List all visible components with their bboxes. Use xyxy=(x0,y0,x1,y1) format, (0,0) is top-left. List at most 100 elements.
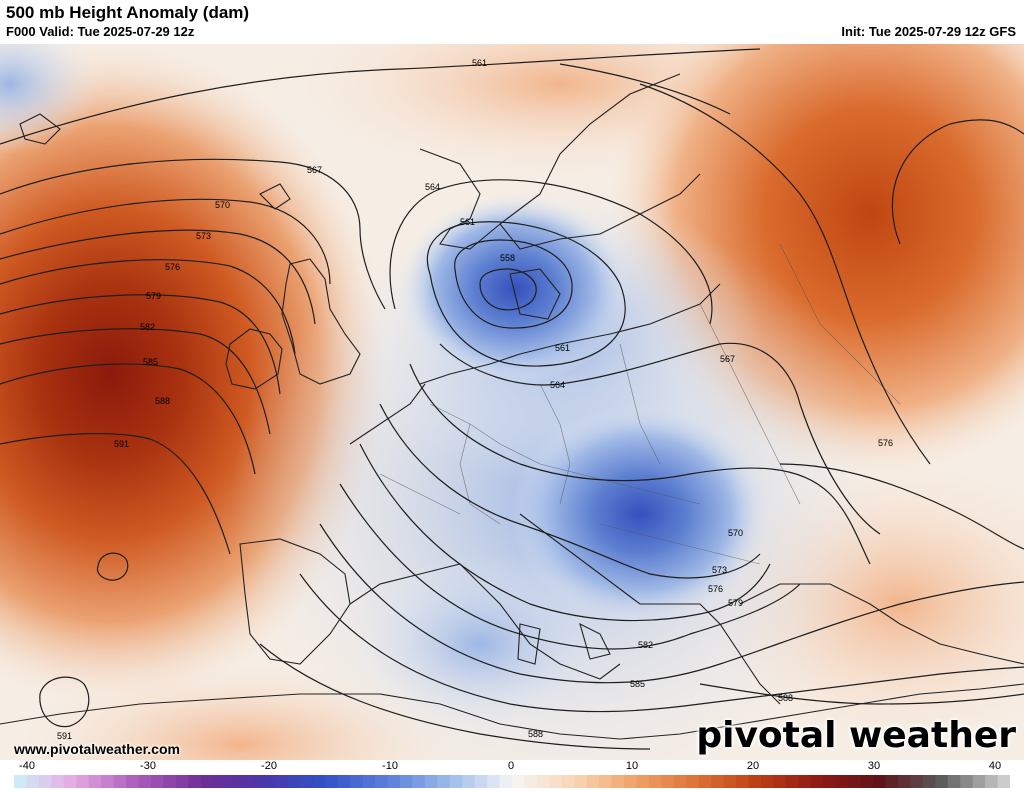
colorbar-cell xyxy=(673,775,687,788)
colorbar-cell xyxy=(997,775,1010,788)
contour-label: 582 xyxy=(140,322,155,332)
contour-label: 564 xyxy=(425,182,440,192)
colorbar-cell xyxy=(586,775,600,788)
colorbar-cell xyxy=(960,775,974,788)
contour-label: 561 xyxy=(460,217,475,227)
colorbar-cell xyxy=(736,775,750,788)
colorbar-cell xyxy=(350,775,364,788)
colorbar-cell xyxy=(138,775,152,788)
colorbar-cell xyxy=(101,775,115,788)
anomaly-map[interactable]: 561 567 570 573 576 579 582 585 588 591 … xyxy=(0,44,1024,760)
colorbar-cell xyxy=(150,775,164,788)
contour-label: 588 xyxy=(778,693,793,703)
colorbar-cell xyxy=(574,775,588,788)
colorbar-cell xyxy=(499,775,513,788)
colorbar-cell xyxy=(362,775,376,788)
contour-label: 573 xyxy=(712,565,727,575)
contour-labels: 561 567 570 573 576 579 582 585 588 591 … xyxy=(57,58,893,741)
colorbar-tick: -30 xyxy=(140,760,156,772)
contour-label: 591 xyxy=(114,439,129,449)
colorbar-cell xyxy=(474,775,488,788)
contour-label: 573 xyxy=(196,231,211,241)
country-borders xyxy=(379,243,901,565)
contour-label: 558 xyxy=(500,253,515,263)
colorbar-cell xyxy=(63,775,77,788)
colorbar-cell xyxy=(935,775,949,788)
colorbar-cell xyxy=(711,775,725,788)
anomaly-shading xyxy=(0,44,1024,760)
colorbar-cell xyxy=(200,775,214,788)
colorbar-cell xyxy=(263,775,277,788)
colorbar-cell xyxy=(275,775,289,788)
colorbar-ticks: -40 -30 -20 -10 0 10 20 30 40 xyxy=(0,760,1024,774)
pivotal-weather-logo: pivotal weather xyxy=(696,715,1016,756)
colorbar-cell xyxy=(113,775,127,788)
colorbar-cell xyxy=(599,775,613,788)
colorbar-cell xyxy=(922,775,936,788)
colorbar-cell xyxy=(213,775,227,788)
contour-label: 579 xyxy=(146,291,161,301)
colorbar-cell xyxy=(686,775,700,788)
colorbar-cell xyxy=(748,775,762,788)
contour-label: 570 xyxy=(728,528,743,538)
contour-label: 564 xyxy=(550,380,565,390)
colorbar-cell xyxy=(624,775,638,788)
colorbar-cell xyxy=(399,775,413,788)
contour-label: 588 xyxy=(528,729,543,739)
valid-time: F000 Valid: Tue 2025-07-29 12z xyxy=(6,24,195,39)
colorbar-cell xyxy=(512,775,526,788)
contour-label: 576 xyxy=(165,262,180,272)
colorbar-tick: -10 xyxy=(382,760,398,772)
contour-label: 588 xyxy=(155,396,170,406)
colorbar-cell xyxy=(723,775,737,788)
map-title: 500 mb Height Anomaly (dam) xyxy=(6,3,250,22)
contour-label: 579 xyxy=(728,598,743,608)
colorbar-cell xyxy=(561,775,575,788)
colorbar-cell xyxy=(188,775,202,788)
colorbar-cell xyxy=(848,775,862,788)
website-url: www.pivotalweather.com xyxy=(14,741,180,757)
colorbar-cell xyxy=(835,775,849,788)
colorbar-cell xyxy=(885,775,899,788)
colorbar xyxy=(14,775,1010,788)
colorbar-tick: -40 xyxy=(19,760,35,772)
colorbar-cell xyxy=(636,775,650,788)
contour-label: 567 xyxy=(307,165,322,175)
colorbar-cell xyxy=(798,775,812,788)
colorbar-tick: 0 xyxy=(507,760,515,772)
colorbar-cell xyxy=(810,775,824,788)
colorbar-cell xyxy=(300,775,314,788)
contour-label: 567 xyxy=(720,354,735,364)
colorbar-cell xyxy=(412,775,426,788)
colorbar-cell xyxy=(897,775,911,788)
colorbar-cell xyxy=(536,775,550,788)
colorbar-cell xyxy=(611,775,625,788)
colorbar-cell xyxy=(51,775,65,788)
height-contours xyxy=(0,48,1024,750)
contour-label: 576 xyxy=(708,584,723,594)
contour-label: 570 xyxy=(215,200,230,210)
contour-label: 585 xyxy=(143,357,158,367)
colorbar-cell xyxy=(947,775,961,788)
colorbar-cell xyxy=(449,775,463,788)
colorbar-cell xyxy=(225,775,239,788)
colorbar-cell xyxy=(698,775,712,788)
coastlines xyxy=(0,73,1024,740)
colorbar-tick: 30 xyxy=(867,760,881,772)
colorbar-cell xyxy=(337,775,351,788)
colorbar-cell xyxy=(860,775,874,788)
colorbar-cell xyxy=(325,775,339,788)
colorbar-cell xyxy=(761,775,775,788)
colorbar-cell xyxy=(648,775,662,788)
contour-label: 591 xyxy=(57,731,72,741)
colorbar-cell xyxy=(26,775,40,788)
colorbar-cell xyxy=(487,775,501,788)
colorbar-tick: 20 xyxy=(746,760,760,772)
colorbar-cell xyxy=(661,775,675,788)
colorbar-tick: -20 xyxy=(261,760,277,772)
contour-label: 561 xyxy=(472,58,487,68)
colorbar-cell xyxy=(163,775,177,788)
colorbar-cell xyxy=(785,775,799,788)
colorbar-cell xyxy=(437,775,451,788)
colorbar-cell xyxy=(387,775,401,788)
